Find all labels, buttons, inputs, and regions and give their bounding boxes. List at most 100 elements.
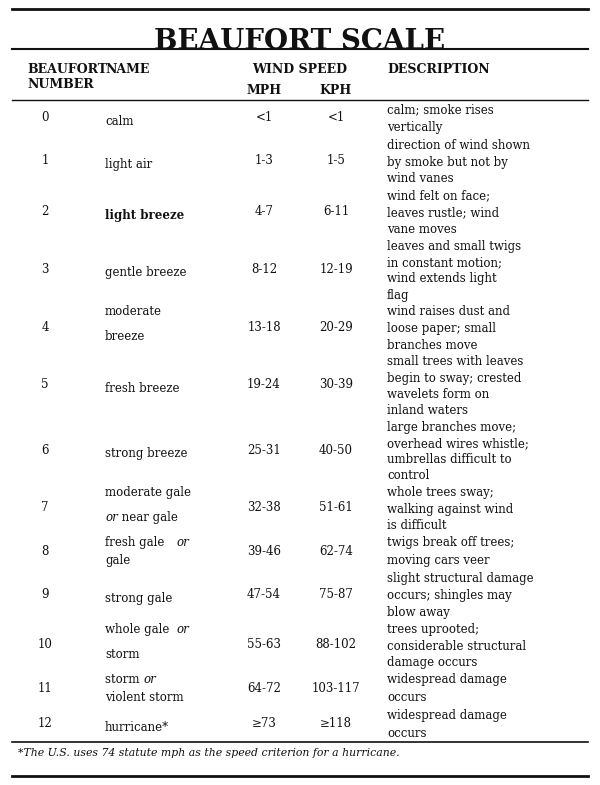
Text: ≥73: ≥73 — [251, 717, 277, 730]
Text: *The U.S. uses 74 statute mph as the speed criterion for a hurricane.: *The U.S. uses 74 statute mph as the spe… — [18, 748, 400, 758]
Text: 25-31: 25-31 — [247, 444, 281, 457]
Text: 1-5: 1-5 — [326, 155, 346, 167]
Text: 103-117: 103-117 — [311, 681, 361, 695]
Text: BEAUFORT
NUMBER: BEAUFORT NUMBER — [27, 63, 107, 91]
Text: strong gale: strong gale — [105, 592, 172, 604]
Text: branches move: branches move — [387, 338, 478, 352]
Text: 55-63: 55-63 — [247, 638, 281, 652]
Text: 1-3: 1-3 — [254, 155, 274, 167]
Text: 13-18: 13-18 — [247, 320, 281, 334]
Text: moderate gale: moderate gale — [105, 486, 191, 498]
Text: slight structural damage: slight structural damage — [387, 572, 533, 585]
Text: wind raises dust and: wind raises dust and — [387, 305, 510, 318]
Text: twigs break off trees;: twigs break off trees; — [387, 536, 514, 550]
Text: 39-46: 39-46 — [247, 545, 281, 557]
Text: strong breeze: strong breeze — [105, 447, 187, 460]
Text: gale: gale — [105, 554, 130, 568]
Text: occurs; shingles may: occurs; shingles may — [387, 589, 512, 602]
Text: moving cars veer: moving cars veer — [387, 554, 490, 568]
Text: control: control — [387, 469, 430, 483]
Text: or: or — [144, 674, 157, 686]
Text: or: or — [176, 536, 189, 550]
Text: 8-12: 8-12 — [251, 263, 277, 276]
Text: 1: 1 — [41, 155, 49, 167]
Text: 9: 9 — [41, 588, 49, 601]
Text: is difficult: is difficult — [387, 520, 446, 532]
Text: calm: calm — [105, 115, 133, 128]
Text: 51-61: 51-61 — [319, 502, 353, 514]
Text: <1: <1 — [256, 111, 272, 124]
Text: blow away: blow away — [387, 606, 450, 619]
Text: 47-54: 47-54 — [247, 588, 281, 601]
Text: 0: 0 — [41, 111, 49, 124]
Text: 6-11: 6-11 — [323, 205, 349, 218]
Text: NAME: NAME — [105, 63, 149, 76]
Text: 4-7: 4-7 — [254, 205, 274, 218]
Text: direction of wind shown: direction of wind shown — [387, 139, 530, 152]
Text: storm: storm — [105, 648, 139, 661]
Text: 8: 8 — [41, 545, 49, 557]
Text: inland waters: inland waters — [387, 404, 468, 418]
Text: 12-19: 12-19 — [319, 263, 353, 276]
Text: or: or — [105, 511, 118, 524]
Text: 64-72: 64-72 — [247, 681, 281, 695]
Text: leaves rustle; wind: leaves rustle; wind — [387, 206, 499, 219]
Text: breeze: breeze — [105, 330, 145, 343]
Text: 10: 10 — [38, 638, 52, 652]
Text: walking against wind: walking against wind — [387, 502, 513, 516]
Text: 7: 7 — [41, 502, 49, 514]
Text: vertically: vertically — [387, 121, 442, 133]
Text: WIND SPEED: WIND SPEED — [253, 63, 347, 76]
Text: umbrellas difficult to: umbrellas difficult to — [387, 453, 512, 466]
Text: gentle breeze: gentle breeze — [105, 266, 187, 279]
Text: violent storm: violent storm — [105, 691, 184, 704]
Text: fresh breeze: fresh breeze — [105, 382, 179, 395]
Text: 19-24: 19-24 — [247, 378, 281, 392]
Text: fresh gale: fresh gale — [105, 536, 168, 550]
Text: begin to sway; crested: begin to sway; crested — [387, 372, 521, 385]
Text: by smoke but not by: by smoke but not by — [387, 155, 508, 169]
Text: wavelets form on: wavelets form on — [387, 388, 489, 401]
Text: wind felt on face;: wind felt on face; — [387, 189, 490, 203]
Text: calm; smoke rises: calm; smoke rises — [387, 103, 494, 116]
Text: vane moves: vane moves — [387, 223, 457, 236]
Text: trees uprooted;: trees uprooted; — [387, 623, 479, 636]
Text: flag: flag — [387, 289, 409, 301]
Text: DESCRIPTION: DESCRIPTION — [387, 63, 490, 76]
Text: 3: 3 — [41, 263, 49, 276]
Text: moderate: moderate — [105, 305, 162, 318]
Text: in constant motion;: in constant motion; — [387, 256, 502, 269]
Text: large branches move;: large branches move; — [387, 421, 516, 433]
Text: 62-74: 62-74 — [319, 545, 353, 557]
Text: KPH: KPH — [320, 84, 352, 97]
Text: 6: 6 — [41, 444, 49, 457]
Text: wind extends light: wind extends light — [387, 272, 497, 285]
Text: or: or — [176, 623, 189, 636]
Text: damage occurs: damage occurs — [387, 656, 478, 670]
Text: 5: 5 — [41, 378, 49, 392]
Text: whole trees sway;: whole trees sway; — [387, 486, 494, 498]
Text: loose paper; small: loose paper; small — [387, 322, 496, 334]
Text: ≥118: ≥118 — [320, 717, 352, 730]
Text: light breeze: light breeze — [105, 209, 184, 221]
Text: 12: 12 — [38, 717, 52, 730]
Text: near gale: near gale — [118, 511, 178, 524]
Text: light air: light air — [105, 158, 152, 171]
Text: 2: 2 — [41, 205, 49, 218]
Text: occurs: occurs — [387, 727, 427, 740]
Text: MPH: MPH — [247, 84, 281, 97]
Text: storm: storm — [105, 674, 143, 686]
Text: considerable structural: considerable structural — [387, 640, 526, 652]
Text: small trees with leaves: small trees with leaves — [387, 356, 523, 368]
Text: overhead wires whistle;: overhead wires whistle; — [387, 437, 529, 450]
Text: 32-38: 32-38 — [247, 502, 281, 514]
Text: whole gale: whole gale — [105, 623, 173, 636]
Text: hurricane*: hurricane* — [105, 721, 169, 734]
Text: 75-87: 75-87 — [319, 588, 353, 601]
Text: 88-102: 88-102 — [316, 638, 356, 652]
Text: widespread damage: widespread damage — [387, 709, 507, 722]
Text: 11: 11 — [38, 681, 52, 695]
Text: wind vanes: wind vanes — [387, 173, 454, 185]
Text: occurs: occurs — [387, 691, 427, 704]
Text: 40-50: 40-50 — [319, 444, 353, 457]
